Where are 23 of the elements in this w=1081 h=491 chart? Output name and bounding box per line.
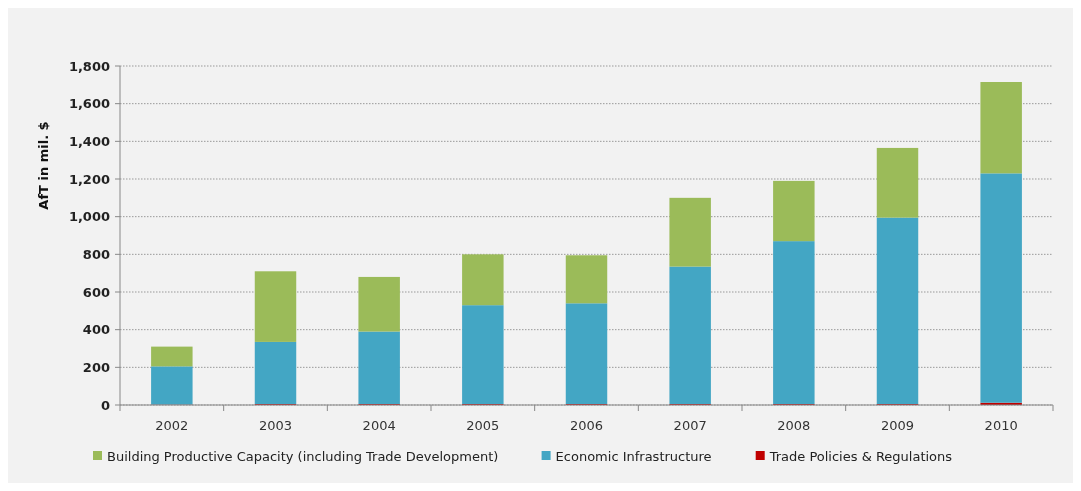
y-tick-label: 600	[82, 284, 110, 300]
y-tick-label: 800	[82, 246, 110, 262]
x-tick-label: 2004	[362, 418, 396, 433]
x-tick-label: 2003	[258, 418, 293, 433]
y-tick-label: 400	[82, 322, 110, 338]
x-tick-label: 2009	[880, 418, 915, 433]
y-tick-label: 1,000	[68, 209, 110, 225]
x-tick-label: 2002	[155, 418, 189, 433]
legend-label: Building Productive Capacity (including Trade Development)	[107, 449, 499, 464]
x-tick-label: 2005	[466, 418, 500, 433]
legend-label: Trade Policies & Regulations	[768, 449, 953, 464]
y-tick-label: 1,400	[68, 133, 110, 149]
y-tick-label: 1,800	[68, 58, 110, 74]
x-tick-label: 2008	[777, 418, 811, 433]
y-tick-label: 1,200	[68, 171, 110, 187]
y-tick-label: 0	[100, 397, 110, 413]
x-tick-label: 2006	[569, 418, 604, 433]
y-tick-label: 200	[82, 359, 110, 375]
x-tick-label: 2007	[673, 418, 707, 433]
legend-label: Economic Infrastructure	[555, 449, 712, 464]
y-axis-title: AfT in mil. $	[36, 121, 51, 210]
x-tick-label: 2010	[984, 418, 1018, 433]
y-tick-label: 1,600	[68, 96, 110, 112]
